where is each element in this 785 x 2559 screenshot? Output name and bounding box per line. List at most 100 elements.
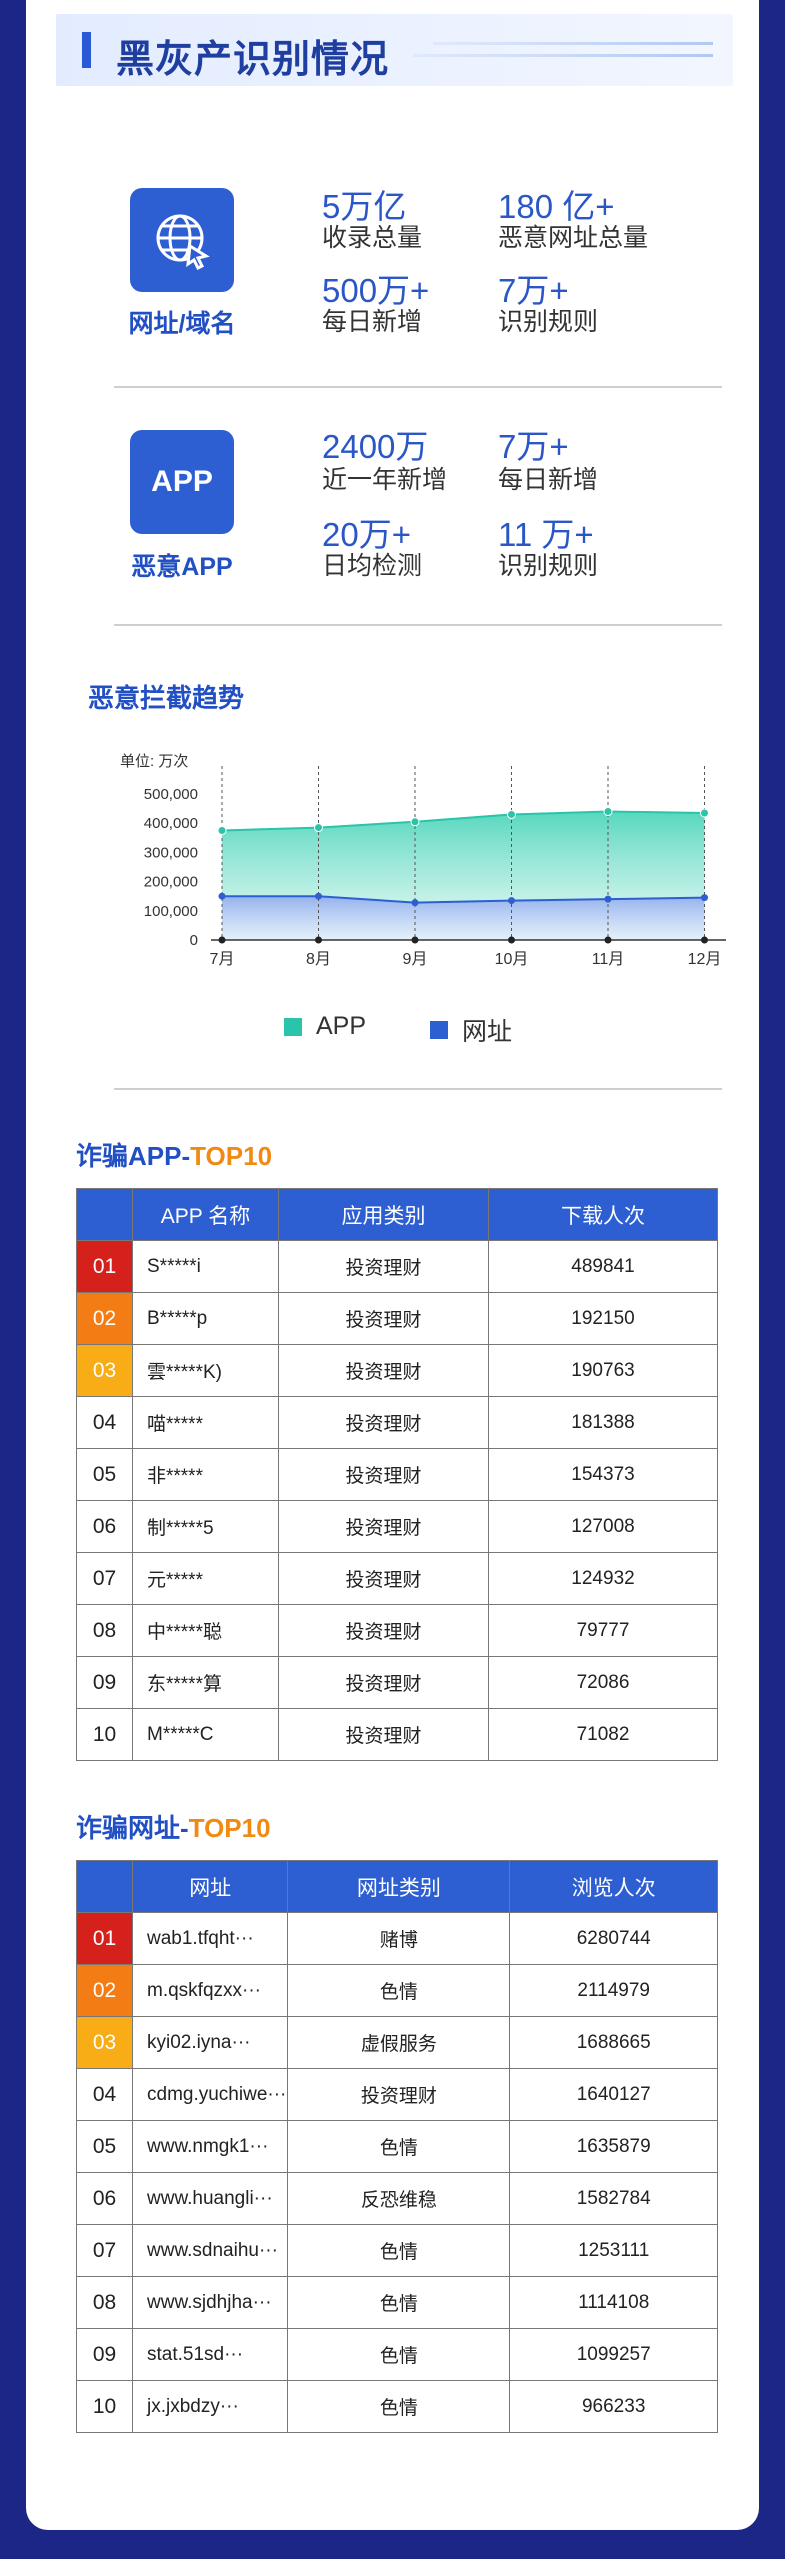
category-cell: 投资理财 [278, 1656, 489, 1709]
y-tick-label: 300,000 [144, 844, 198, 861]
count-cell: 6280744 [509, 1912, 718, 1965]
count-cell: 1635879 [509, 2120, 718, 2173]
category-cell: 投资理财 [278, 1292, 489, 1345]
name-cell: kyi02.iyna··· [131, 2016, 289, 2069]
category-cell: 投资理财 [278, 1448, 489, 1501]
table-row: 05 www.nmgk1··· 色情 1635879 [76, 2120, 718, 2173]
stat-desc: 识别规则 [498, 552, 599, 580]
category-cell: 投资理财 [278, 1500, 489, 1553]
data-point-app [410, 817, 420, 827]
name-cell: 雲*****K) [132, 1344, 279, 1397]
app-icon-text: APP [151, 465, 213, 498]
table-row: 05 非***** 投资理财 154373 [76, 1448, 718, 1501]
trend-chart: 单位: 万次 0 100,000 200,000 300,000 400,000 500,0… [120, 753, 726, 968]
name-cell: m.qskfqzxx··· [131, 1964, 289, 2017]
name-cell: www.nmgk1··· [131, 2120, 289, 2173]
table-row: 09 东*****算 投资理财 72086 [76, 1656, 718, 1709]
table-row: 01 wab1.tfqht··· 赌博 6280744 [76, 1912, 718, 1965]
rank-cell: 10 [76, 1708, 133, 1761]
table-row: 01 S*****i 投资理财 489841 [76, 1240, 718, 1293]
name-cell: 东*****算 [132, 1656, 279, 1709]
rank-cell: 04 [76, 2068, 133, 2121]
count-cell: 966233 [509, 2380, 718, 2433]
legend-label: 网址 [462, 1018, 513, 1046]
stat-value: 7万+ [498, 272, 569, 309]
stat-value: 2400万 [322, 428, 429, 465]
divider [114, 624, 722, 626]
table-row: 02 m.qskfqzxx··· 色情 2114979 [76, 1964, 718, 2017]
name-cell: wab1.tfqht··· [131, 1912, 289, 1965]
table-row: 03 雲*****K) 投资理财 190763 [76, 1344, 718, 1397]
category-cell: 虚假服务 [287, 2016, 511, 2069]
col-header: APP 名称 [132, 1188, 279, 1241]
series-area-url [222, 896, 705, 940]
legend-swatch [430, 1021, 448, 1039]
series-line-url [222, 895, 705, 904]
y-tick-label: 500,000 [144, 786, 198, 803]
rank-cell: 03 [76, 1344, 133, 1397]
data-point-app [314, 823, 323, 833]
url-top10-title: 诈骗网址-TOP10 [76, 1808, 271, 1845]
category-cell: 色情 [287, 2328, 511, 2381]
app-top10-table: APP 名称 应用类别 下载人次 01 S*****i 投资理财 489841 02 B*… [76, 1188, 718, 1761]
category-cell: 色情 [287, 2380, 511, 2433]
stat-value: 180 亿+ [498, 188, 615, 225]
y-tick-label: 100,000 [144, 903, 198, 920]
table-header-row: 网址 网址类别 浏览人次 [76, 1860, 718, 1913]
rank-cell: 02 [76, 1964, 133, 2017]
stat-desc: 每日新增 [498, 466, 599, 494]
name-cell: 喵***** [132, 1396, 279, 1449]
stat-desc: 识别规则 [498, 308, 599, 336]
divider [114, 386, 722, 388]
x-tick-label: 8月 [306, 951, 331, 968]
category-cell: 投资理财 [278, 1240, 489, 1293]
count-cell: 1253111 [509, 2224, 718, 2277]
name-cell: cdmg.yuchiwe··· [131, 2068, 289, 2121]
table-row: 09 stat.51sd··· 色情 1099257 [76, 2328, 718, 2381]
rank-cell: 09 [76, 1656, 133, 1709]
legend-swatch [284, 1017, 302, 1036]
table-row: 07 www.sdnaihu··· 色情 1253111 [76, 2224, 718, 2277]
count-cell: 181388 [488, 1396, 718, 1449]
category-cell: 色情 [287, 2224, 511, 2277]
category-cell: 投资理财 [278, 1604, 489, 1657]
x-tick-dot [604, 936, 612, 944]
rank-cell: 04 [76, 1396, 133, 1449]
rank-cell: 03 [76, 2016, 133, 2069]
category-cell: 色情 [287, 2276, 511, 2329]
table-row: 08 中*****聪 投资理财 79777 [76, 1604, 718, 1657]
count-cell: 1688665 [509, 2016, 718, 2069]
data-point-app [217, 826, 227, 835]
x-tick-label: 12月 [688, 951, 722, 968]
count-cell: 489841 [488, 1240, 718, 1293]
count-cell: 127008 [488, 1500, 718, 1553]
rank-cell: 06 [76, 2172, 133, 2225]
rank-cell: 07 [76, 2224, 133, 2277]
name-cell: 非***** [132, 1448, 279, 1501]
category-cell: 投资理财 [278, 1344, 489, 1397]
legend-item-url: 网址 [430, 1012, 512, 1048]
rank-cell: 02 [76, 1292, 133, 1345]
malicious-app-label: 恶意APP [131, 553, 233, 581]
title-highlight: TOP10 [188, 1813, 271, 1843]
rank-cell: 09 [76, 2328, 133, 2381]
stat-value: 7万+ [498, 428, 569, 465]
count-cell: 190763 [488, 1344, 718, 1397]
table-row: 06 www.huangli··· 反恐维稳 1582784 [76, 2172, 718, 2225]
data-point-app [507, 809, 516, 819]
data-point-url [315, 892, 322, 900]
category-cell: 投资理财 [278, 1396, 489, 1449]
header-deco-line [413, 54, 713, 57]
rank-cell: 08 [76, 1604, 133, 1657]
name-cell: 中*****聪 [132, 1604, 279, 1657]
rank-cell: 10 [76, 2380, 133, 2433]
stat-desc: 日均检测 [322, 552, 423, 580]
count-cell: 1114108 [509, 2276, 718, 2329]
table-row: 04 喵***** 投资理财 181388 [76, 1396, 718, 1449]
x-tick-label: 11月 [592, 951, 625, 968]
category-cell: 投资理财 [278, 1552, 489, 1605]
table-row: 08 www.sjdhjha··· 色情 1114108 [76, 2276, 718, 2329]
page-title: 黑灰产识别情况 [116, 39, 390, 81]
y-tick-label: 0 [190, 932, 198, 949]
table-row: 10 M*****C 投资理财 71082 [76, 1708, 718, 1761]
